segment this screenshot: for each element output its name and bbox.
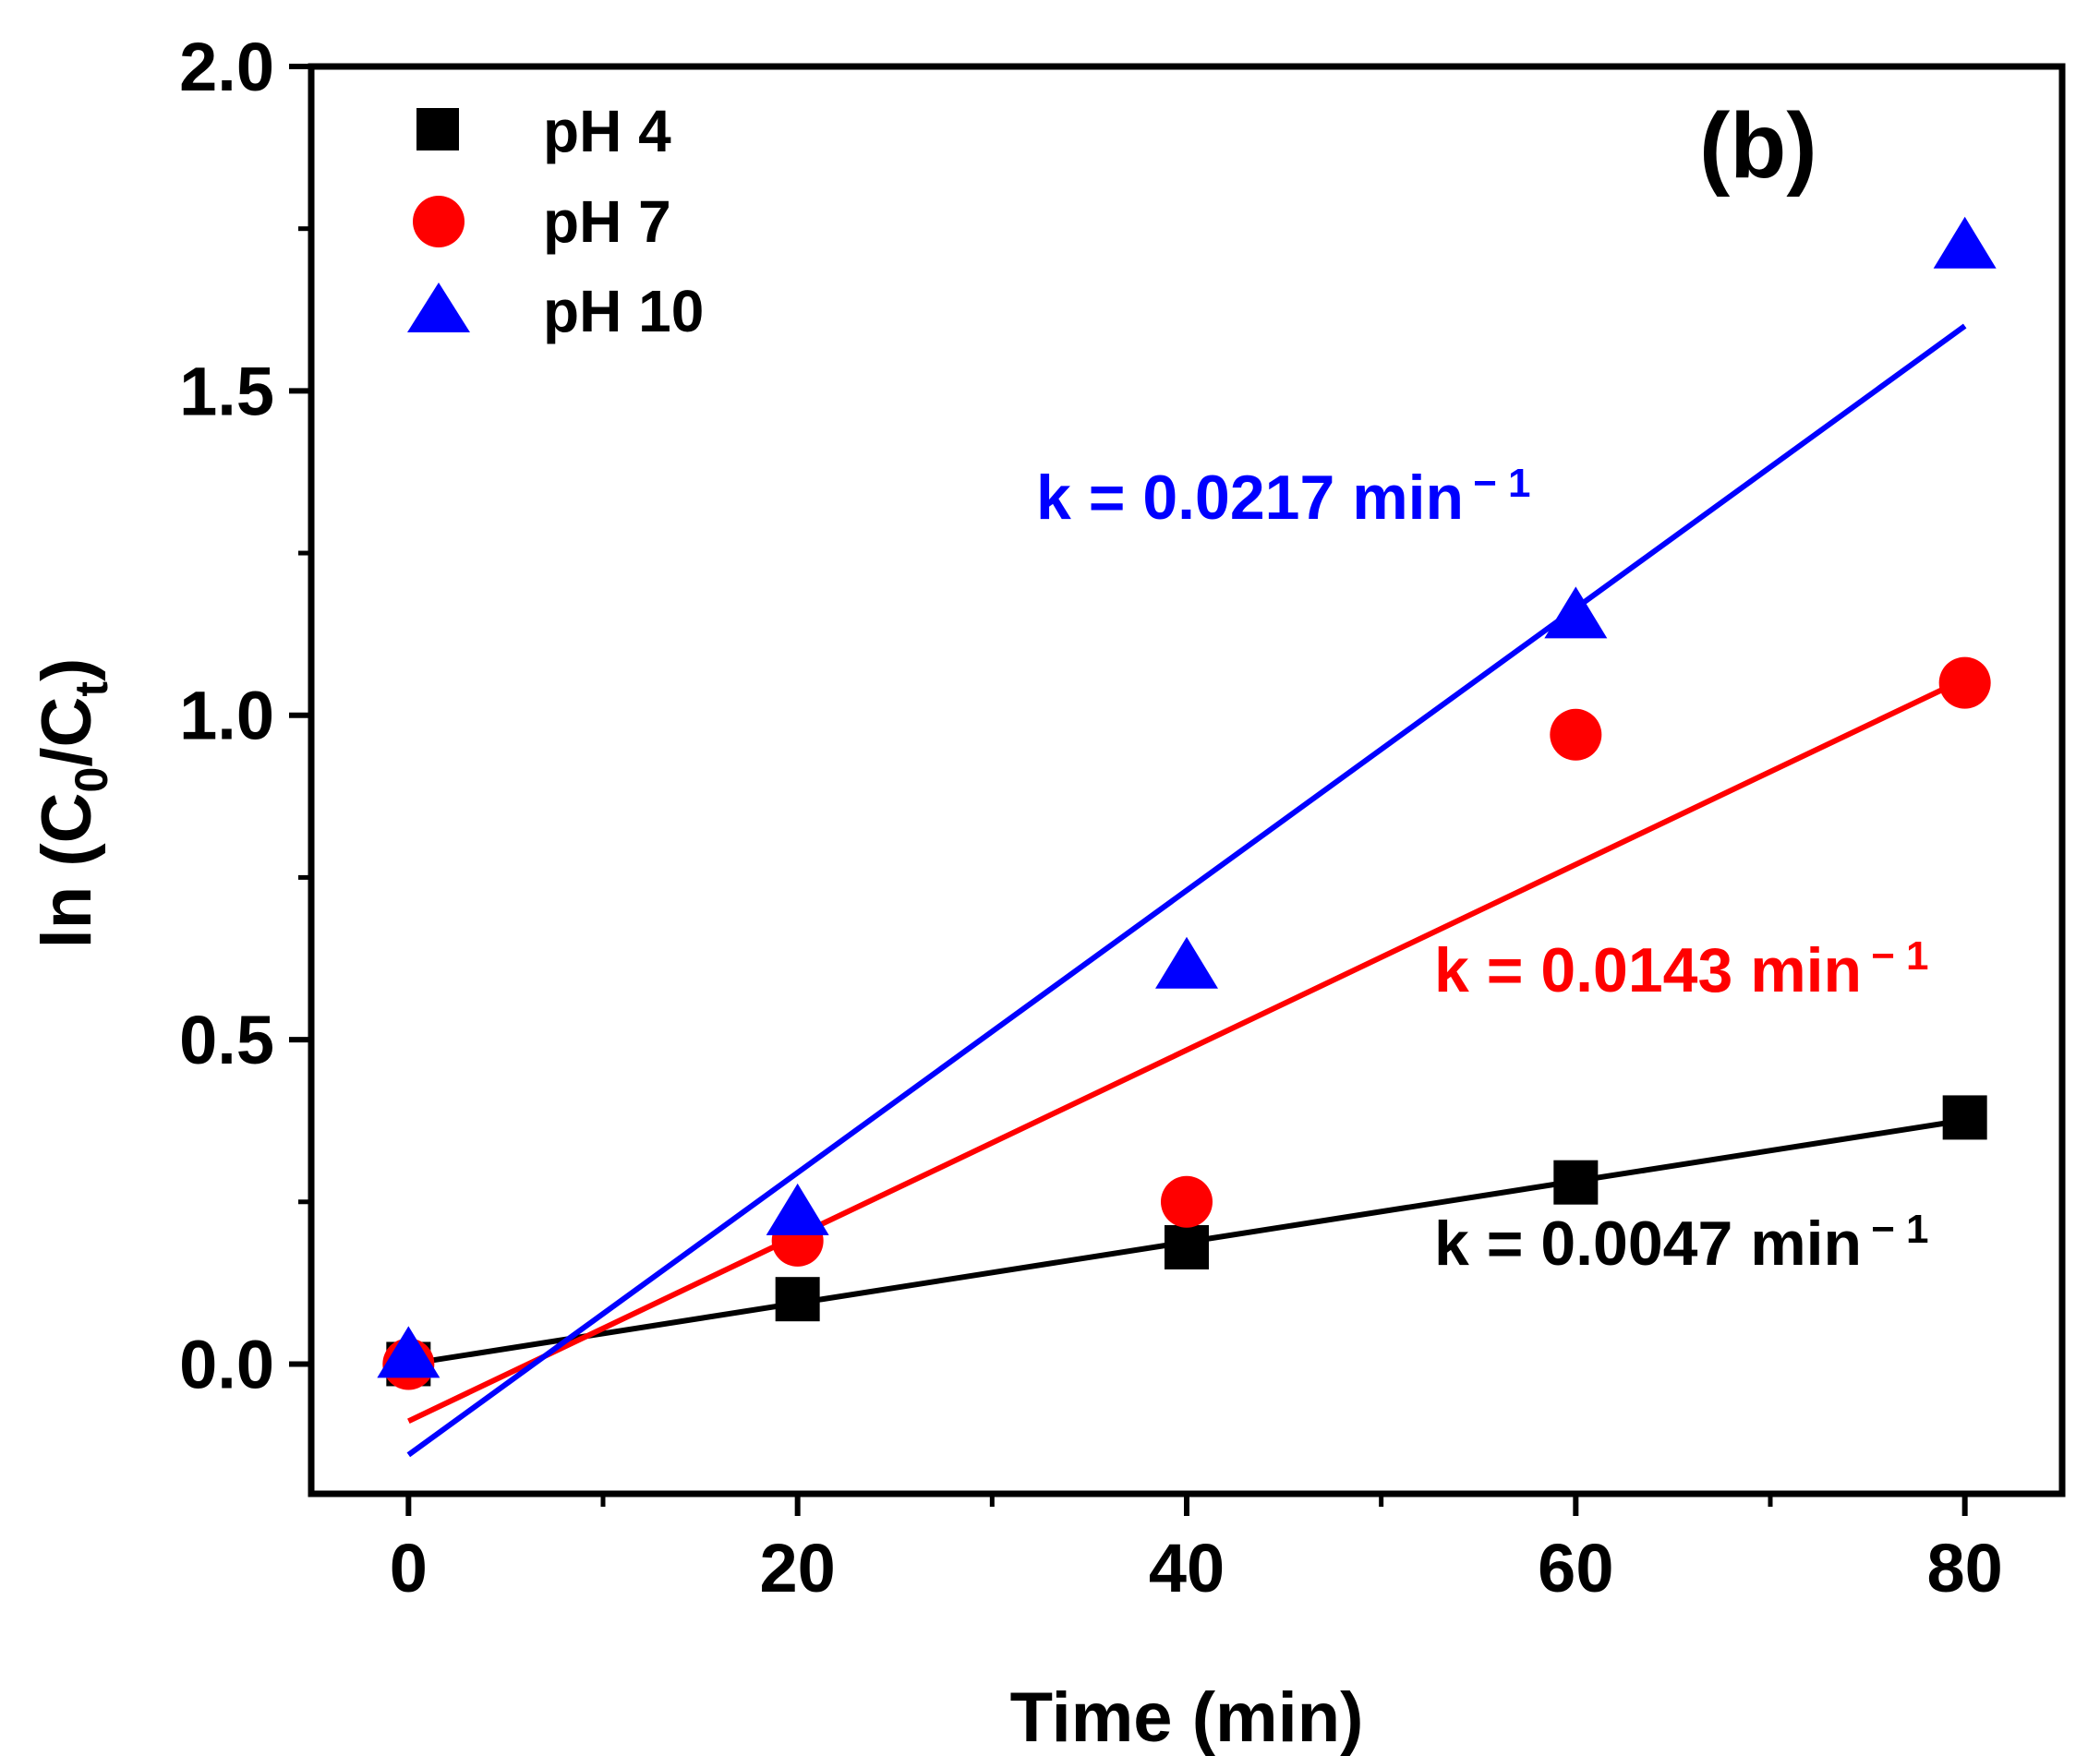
y-tick-label: 0.5 [179, 1002, 274, 1078]
x-tick-label: 60 [1538, 1530, 1613, 1606]
data-point-ph10 [1544, 586, 1608, 639]
k-label-ph4: k = 0.0047 min − 1 [1434, 1207, 1928, 1279]
data-point-ph4 [1553, 1160, 1599, 1205]
data-point-ph10 [766, 1183, 829, 1235]
series-ph7-points [382, 656, 1991, 1390]
data-point-ph7 [1161, 1175, 1213, 1228]
legend-label-ph4: pH 4 [543, 98, 671, 164]
y-tick-label: 2.0 [179, 29, 274, 105]
y-axis-title: ln (C0/Ct) [28, 658, 117, 949]
y-axis-ticks: 0.0 0.5 1.0 1.5 2.0 [179, 29, 311, 1402]
legend: pH 4 pH 7 pH 10 [407, 98, 704, 344]
fit-line-ph7 [407, 676, 1966, 1425]
x-axis-ticks: 0 20 40 60 80 [390, 1494, 2003, 1606]
y-tick-label: 1.5 [179, 353, 274, 429]
x-tick-label: 0 [390, 1530, 428, 1606]
data-point-ph4 [1942, 1095, 1987, 1140]
x-tick-label: 80 [1927, 1530, 2003, 1606]
data-point-ph4 [775, 1277, 820, 1322]
fit-line-ph10 [406, 323, 1967, 1458]
panel-label: (b) [1699, 94, 1817, 198]
legend-triangle-icon [407, 283, 470, 332]
data-point-ph7 [1550, 708, 1602, 761]
y-tick-label: 0.0 [179, 1326, 274, 1402]
x-axis-title: Time (min) [1010, 1678, 1364, 1756]
data-point-ph10 [1155, 936, 1218, 989]
legend-square-icon [416, 108, 459, 150]
data-point-ph10 [1933, 216, 1997, 269]
series-ph10-points [377, 216, 1997, 1378]
legend-circle-icon [413, 196, 465, 247]
k-label-ph7: k = 0.0143 min − 1 [1434, 933, 1928, 1005]
x-tick-label: 20 [760, 1530, 836, 1606]
x-tick-label: 40 [1149, 1530, 1225, 1606]
data-point-ph4 [1165, 1224, 1209, 1269]
k-label-ph10: k = 0.0217 min − 1 [1036, 461, 1530, 533]
data-point-ph7 [1938, 656, 1991, 709]
legend-label-ph10: pH 10 [543, 278, 704, 344]
y-tick-label: 1.0 [179, 678, 274, 754]
legend-label-ph7: pH 7 [543, 188, 671, 255]
data-point-ph10 [377, 1326, 441, 1378]
